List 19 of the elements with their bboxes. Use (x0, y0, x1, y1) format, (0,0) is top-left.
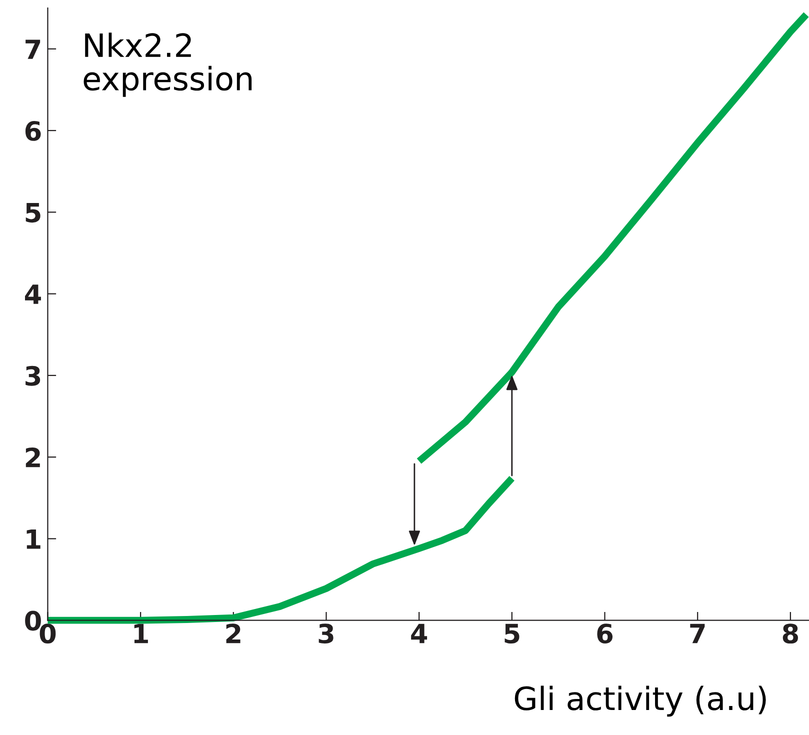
x-tick-label: 5 (504, 624, 520, 644)
x-tick-label: 6 (597, 624, 613, 644)
x-tick-label: 1 (134, 624, 148, 644)
y-axis-title: Nkx2.2 expression (84, 32, 252, 97)
y-tick-label: 0 (25, 610, 41, 631)
y-tick-label: 2 (26, 448, 40, 468)
y-tick-label: 1 (26, 529, 40, 549)
x-tick-label: 8 (782, 624, 798, 644)
x-tick-label: 0 (40, 624, 56, 644)
y-tick-label: 5 (26, 202, 40, 223)
x-tick-label: 2 (226, 624, 240, 644)
y-tick-label: 7 (26, 40, 40, 59)
x-tick-label: 4 (411, 624, 428, 644)
y-tick-label: 4 (25, 284, 41, 304)
y-tick-label: 3 (26, 366, 40, 386)
y-tick-label: 6 (25, 121, 41, 141)
x-axis-title: Gli activity (a.u) (514, 686, 766, 717)
x-tick-label: 7 (690, 624, 705, 644)
x-tick-label: 3 (318, 624, 334, 644)
